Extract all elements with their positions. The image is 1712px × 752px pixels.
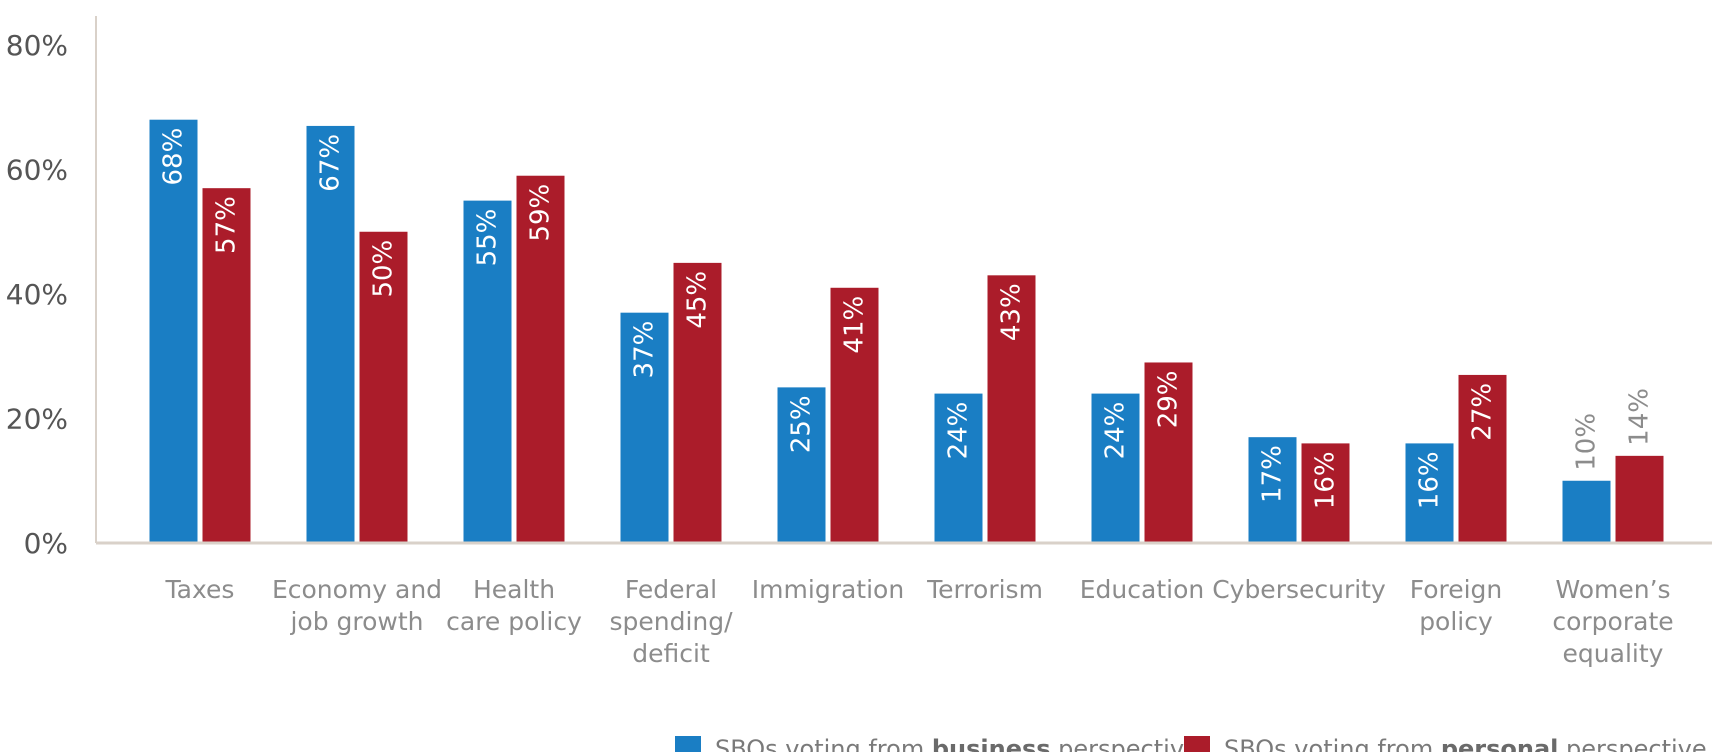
bar-value-label: 67% [316, 134, 346, 192]
bar-value-label: 16% [1311, 451, 1341, 509]
bar [1144, 362, 1193, 543]
y-tick-label: 60% [6, 154, 68, 187]
bar-value-label: 68% [159, 128, 189, 186]
bar-value-label: 43% [997, 283, 1027, 341]
bar [777, 387, 826, 543]
y-tick-label: 40% [6, 278, 68, 311]
legend-label: SBOs voting from personal perspective [1224, 735, 1707, 752]
x-category-label: deficit [632, 639, 710, 668]
x-category-label: Women’s [1555, 575, 1670, 604]
bar-value-label: 27% [1468, 383, 1498, 441]
bar [516, 175, 565, 543]
x-axis-labels: Taxes Economy and job growth Health care pol… [165, 575, 1674, 668]
x-category-label: Terrorism [926, 575, 1043, 604]
bar-value-label: 25% [787, 395, 817, 453]
bar [1562, 480, 1611, 543]
x-category-label: spending/ [609, 607, 733, 636]
bar [1301, 443, 1350, 543]
y-tick-label: 80% [6, 29, 68, 62]
bar [1091, 393, 1140, 543]
bar-value-label: 24% [1101, 402, 1131, 460]
bar-value-label: 41% [840, 296, 870, 354]
x-category-label: Education [1080, 575, 1204, 604]
bar [359, 231, 408, 543]
x-category-label: Foreign [1410, 575, 1503, 604]
x-category-label: Taxes [165, 575, 235, 604]
bar-value-label: 45% [683, 271, 713, 329]
y-tick-label: 20% [6, 403, 68, 436]
bar-value-label: 24% [944, 402, 974, 460]
bar-value-label: 17% [1258, 445, 1288, 503]
bar-value-label: 37% [630, 321, 660, 379]
x-category-label: corporate [1552, 607, 1673, 636]
bar-value-label: 16% [1415, 451, 1445, 509]
bar [830, 287, 879, 543]
bar-value-label: 57% [212, 196, 242, 254]
x-category-label: equality [1563, 639, 1664, 668]
x-category-label: Health [473, 575, 555, 604]
bar-value-label: 10% [1572, 413, 1602, 471]
bar-value-label: 55% [473, 209, 503, 267]
x-category-label: Immigration [752, 575, 904, 604]
bar [202, 188, 251, 544]
bar [1248, 437, 1297, 543]
bar [463, 200, 512, 543]
legend-swatch [1184, 736, 1210, 752]
y-tick-label: 0% [24, 527, 68, 560]
bar [934, 393, 983, 543]
x-category-label: Federal [625, 575, 717, 604]
x-category-label: Economy and [272, 575, 442, 604]
legend-swatch [675, 736, 701, 752]
y-axis-ticks: 0% 20% 40% 60% 80% [6, 29, 68, 560]
x-category-label: care policy [446, 607, 582, 636]
bar [987, 275, 1036, 543]
bar [306, 125, 355, 544]
bar-value-label: 50% [369, 240, 399, 298]
bar [149, 119, 198, 543]
legend-label: SBOs voting from business perspective [715, 735, 1199, 752]
bar [620, 312, 669, 543]
legend: SBOs voting from business perspective SBO… [675, 735, 1707, 752]
bar [1615, 455, 1664, 543]
bar-value-label: 14% [1625, 388, 1655, 446]
x-category-label: policy [1419, 607, 1493, 636]
x-category-label: Cybersecurity [1212, 575, 1386, 604]
bars [149, 119, 1664, 544]
bar [1405, 443, 1454, 543]
bar [1458, 374, 1507, 543]
bar-value-label: 29% [1154, 370, 1184, 428]
x-category-label: job growth [289, 607, 423, 636]
value-labels: 68% 67% 55% 37% 25% 24% 24% 17% 16% 10% 57% 50% 59% 4… [159, 128, 1655, 509]
bar-value-label: 59% [526, 184, 556, 242]
bar [673, 262, 722, 543]
